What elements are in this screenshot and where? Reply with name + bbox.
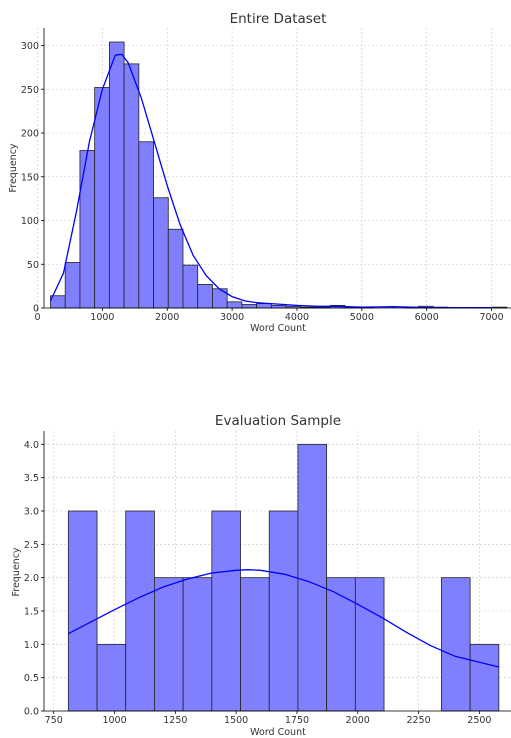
y-tick-label: 3.0 <box>24 507 39 518</box>
histogram-bar <box>256 303 272 309</box>
x-tick-label: 2250 <box>406 715 430 726</box>
histogram-bar <box>67 510 98 712</box>
x-tick-label: 1750 <box>285 715 309 726</box>
histogram-bar <box>125 510 155 712</box>
histogram-bar <box>154 577 184 712</box>
histogram-bar <box>226 301 243 309</box>
x-tick-label: 2000 <box>155 312 179 323</box>
x-tick-label: 2500 <box>467 715 491 726</box>
x-tick-label: 1000 <box>102 715 126 726</box>
y-tick-label: 0.5 <box>24 673 39 684</box>
histogram-bar <box>297 443 328 712</box>
x-tick-label: 2000 <box>346 715 370 726</box>
kde-curve <box>49 53 492 309</box>
chart-evaluation-sample: Evaluation Sample Word Count Frequency 7… <box>11 413 511 738</box>
histogram-bar <box>182 577 213 712</box>
y-axis-label: Frequency <box>8 143 19 192</box>
y-tick-label: 2.0 <box>24 573 39 584</box>
histogram-bar <box>94 87 110 309</box>
x-tick-label: 750 <box>45 715 63 726</box>
histogram-bar <box>108 41 125 309</box>
kde-curve <box>67 569 499 668</box>
x-tick-label: 1500 <box>224 715 248 726</box>
x-tick-label: 1250 <box>163 715 187 726</box>
y-tick-label: 4.0 <box>24 440 39 451</box>
histogram-bar <box>211 510 241 712</box>
y-tick-label: 200 <box>21 129 39 140</box>
x-tick-label: 3000 <box>220 312 244 323</box>
histogram-bar <box>326 577 356 712</box>
histogram-bar <box>241 304 258 309</box>
y-axis-label: Frequency <box>11 547 22 596</box>
histogram-bar <box>79 150 96 309</box>
histogram-bar <box>268 510 299 712</box>
histogram-bar <box>240 577 270 712</box>
y-tick-label: 3.5 <box>24 473 39 484</box>
histogram-bar <box>138 141 154 309</box>
y-tick-label: 150 <box>21 172 39 183</box>
histogram-bar <box>354 577 385 712</box>
histogram-bar <box>153 197 169 309</box>
x-tick-label: 7000 <box>479 312 503 323</box>
chart-title: Evaluation Sample <box>215 413 341 429</box>
chart-title: Entire Dataset <box>230 11 327 27</box>
y-tick-label: 1.0 <box>24 640 39 651</box>
x-axis-label: Word Count <box>250 323 306 334</box>
x-tick-label: 4000 <box>285 312 309 323</box>
x-tick-label: 5000 <box>350 312 374 323</box>
histogram-bar <box>469 643 500 712</box>
x-tick-label: 6000 <box>415 312 439 323</box>
y-tick-label: 2.5 <box>24 540 39 551</box>
histogram-bar <box>96 643 127 712</box>
x-tick-label: 1000 <box>90 312 114 323</box>
y-tick-label: 0.0 <box>24 707 39 718</box>
y-tick-label: 50 <box>27 260 39 271</box>
histogram-bar <box>182 264 199 309</box>
histogram-bar <box>197 283 213 309</box>
y-tick-label: 1.5 <box>24 607 39 618</box>
x-tick-label: 0 <box>34 312 40 323</box>
y-tick-label: 100 <box>21 216 39 227</box>
y-tick-label: 0 <box>33 304 39 315</box>
chart-entire-dataset: Entire Dataset Word Count Frequency 0 100… <box>8 11 511 334</box>
y-tick-label: 300 <box>21 41 39 52</box>
histogram-bar <box>167 228 184 309</box>
y-tick-label: 250 <box>21 85 39 96</box>
histogram-bar <box>441 577 471 712</box>
x-axis-label: Word Count <box>250 727 306 738</box>
histogram-bar <box>64 262 81 309</box>
histogram-bar <box>123 63 140 309</box>
